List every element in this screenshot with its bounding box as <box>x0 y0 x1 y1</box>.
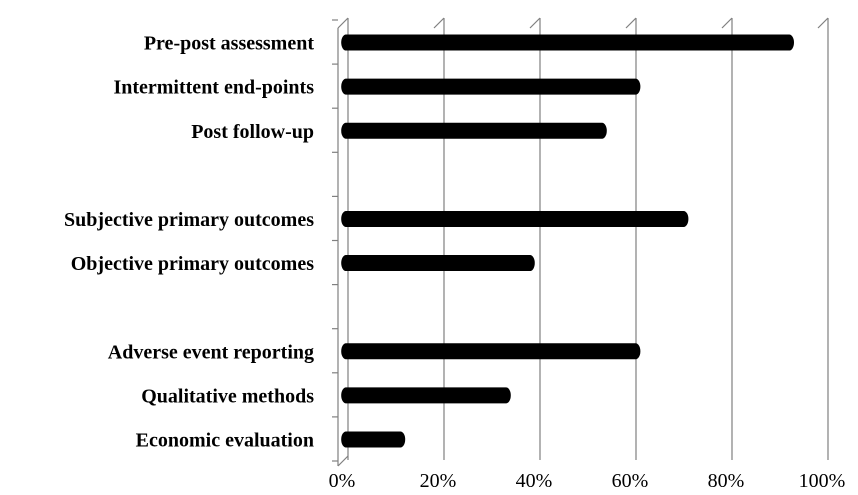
category-label: Objective primary outcomes <box>71 253 314 275</box>
category-label: Qualitative methods <box>141 385 314 407</box>
gridline-depth <box>337 17 349 29</box>
gridline-depth <box>817 17 829 29</box>
bar <box>341 34 795 51</box>
x-tick-label: 20% <box>420 470 457 492</box>
bar <box>341 78 641 95</box>
category-label: Adverse event reporting <box>108 341 314 363</box>
x-tick-label: 0% <box>329 470 356 492</box>
category-label: Pre-post assessment <box>144 33 315 55</box>
bar <box>341 343 641 360</box>
x-tick-label: 40% <box>516 470 553 492</box>
x-tick-label: 80% <box>708 470 745 492</box>
x-tick-label: 100% <box>799 470 846 492</box>
gridline-depth <box>433 17 445 29</box>
category-label: Intermittent end-points <box>113 77 314 99</box>
floor-depth-line <box>337 455 349 467</box>
gridline-depth <box>721 17 733 29</box>
category-labels: Pre-post assessment Intermittent end-poin… <box>64 33 314 452</box>
bars <box>341 34 795 448</box>
x-tick-labels: 0% 20% 40% 60% 80% 100% <box>329 470 846 492</box>
category-label: Subjective primary outcomes <box>64 209 314 231</box>
category-label: Post follow-up <box>191 121 314 143</box>
bar <box>341 387 511 404</box>
bar <box>341 431 406 448</box>
y-axis <box>332 19 349 467</box>
category-label: Economic evaluation <box>136 429 314 451</box>
x-tick-label: 60% <box>612 470 649 492</box>
bar <box>341 210 689 227</box>
gridline-depth <box>529 17 541 29</box>
bar <box>341 255 535 272</box>
bar <box>341 122 607 139</box>
gridline-depth <box>625 17 637 29</box>
